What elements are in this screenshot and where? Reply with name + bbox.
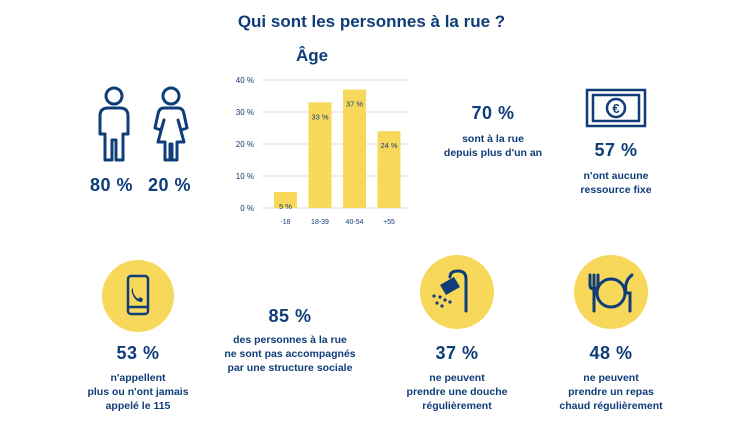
plate-circle [574, 255, 648, 329]
men-percentage: 80 % [90, 175, 134, 195]
shower-icon [432, 269, 468, 313]
bar [343, 89, 366, 208]
no-meal-line2: prendre un repas [568, 386, 654, 398]
page-title: Qui sont les personnes à la rue ? [237, 12, 506, 31]
bar-data-label: 33 % [311, 112, 328, 121]
unaccompanied-value: 85 % [268, 306, 312, 326]
shower-circle [420, 255, 494, 329]
never-called-value: 53 % [116, 343, 160, 363]
age-bar-chart: 0 % 10 % 20 % 30 % 40 % 5 % -18 33 % 18-39 37 % 40… [236, 76, 408, 226]
no-meal-line3: chaud régulièrement [559, 400, 663, 412]
chart-title: Âge [296, 46, 329, 65]
man-icon [98, 86, 130, 162]
no-meal-value: 48 % [589, 343, 633, 363]
no-shower-line2: prendre une douche [406, 386, 508, 398]
no-income-line1: n'ont aucune [583, 170, 649, 182]
y-tick-label: 0 % [240, 204, 254, 213]
woman-icon [153, 86, 189, 162]
unaccompanied-line2: ne sont pas accompagnés [224, 348, 356, 360]
y-tick-label: 10 % [236, 172, 254, 181]
no-shower-line1: ne peuvent [429, 372, 485, 384]
street-year-line1: sont à la rue [462, 133, 524, 145]
bar-data-label: 37 % [346, 100, 363, 109]
y-tick-label: 40 % [236, 76, 254, 85]
women-percentage: 20 % [148, 175, 192, 195]
never-called-line2: plus ou n'ont jamais [87, 386, 189, 398]
no-meal-line1: ne peuvent [583, 372, 639, 384]
bar-data-label: 5 % [279, 202, 292, 211]
plate-icon [588, 273, 634, 313]
bar [377, 131, 401, 208]
svg-text:€: € [612, 101, 619, 116]
phone-icon [126, 274, 150, 316]
bar-data-label: 24 % [380, 141, 397, 150]
unaccompanied-line3: par une structure sociale [227, 362, 353, 374]
no-income-line2: ressource fixe [580, 184, 652, 196]
unaccompanied-line1: des personnes à la rue [233, 334, 347, 346]
x-tick-label: 18-39 [311, 219, 329, 226]
x-tick-label: 40-54 [346, 219, 364, 226]
banknote-icon: € [585, 88, 647, 128]
y-tick-label: 20 % [236, 140, 254, 149]
never-called-line3: appelé le 115 [105, 400, 171, 412]
no-income-value: 57 % [594, 140, 638, 160]
x-tick-label: +55 [383, 219, 395, 226]
never-called-line1: n'appellent [110, 372, 166, 384]
no-shower-line3: régulièrement [422, 400, 492, 412]
bar [308, 102, 332, 208]
y-tick-label: 30 % [236, 108, 254, 117]
street-year-value: 70 % [471, 103, 515, 123]
no-shower-value: 37 % [435, 343, 479, 363]
street-year-line2: depuis plus d'un an [443, 147, 543, 159]
phone-circle [102, 260, 174, 332]
bar [274, 192, 297, 208]
x-tick-label: -18 [280, 219, 290, 226]
